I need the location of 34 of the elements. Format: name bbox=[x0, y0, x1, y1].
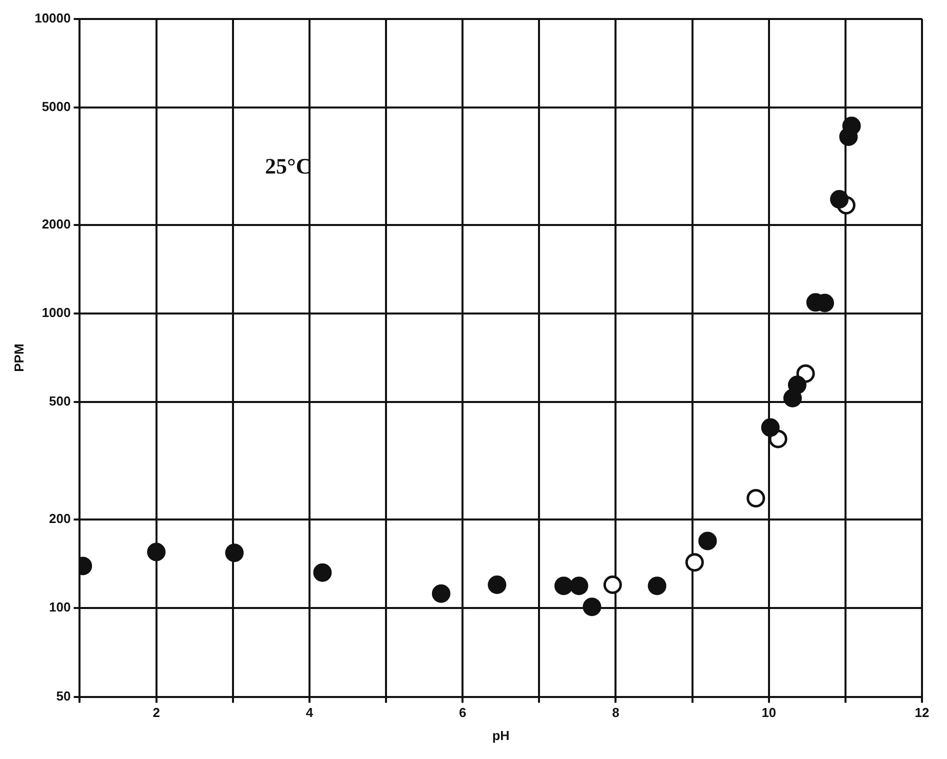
point bbox=[432, 584, 450, 603]
point bbox=[225, 544, 244, 562]
point bbox=[147, 542, 166, 562]
y-tick-label: 100 bbox=[49, 600, 71, 615]
x-tick-label: 8 bbox=[612, 705, 620, 720]
point bbox=[746, 488, 766, 508]
point bbox=[570, 576, 588, 596]
point bbox=[554, 576, 573, 596]
x-tick-label: 12 bbox=[914, 705, 930, 720]
x-axis-title: pH bbox=[492, 728, 510, 743]
point bbox=[488, 576, 506, 594]
y-tick-label: 5000 bbox=[42, 99, 71, 114]
point bbox=[788, 376, 806, 394]
point bbox=[313, 563, 332, 582]
point bbox=[698, 532, 717, 550]
point bbox=[761, 418, 780, 437]
annotation: 25°C bbox=[265, 154, 312, 179]
x-tick-label: 10 bbox=[762, 705, 776, 720]
x-tick-label: 2 bbox=[152, 705, 160, 720]
y-axis-title: PPM bbox=[11, 344, 26, 372]
point bbox=[685, 553, 704, 572]
y-tick-label: 200 bbox=[49, 510, 71, 526]
point bbox=[648, 576, 666, 596]
x-tick-label: 4 bbox=[306, 705, 314, 720]
x-tick-label: 6 bbox=[458, 705, 466, 720]
y-tick-label: 10000 bbox=[34, 10, 71, 26]
y-tick-label: 2000 bbox=[42, 216, 71, 232]
y-tick-label: 500 bbox=[49, 394, 71, 409]
point bbox=[842, 116, 861, 136]
point bbox=[582, 598, 602, 616]
point bbox=[603, 576, 622, 594]
y-tick-label: 50 bbox=[56, 688, 71, 704]
point bbox=[830, 190, 849, 209]
y-tick-label: 1000 bbox=[42, 305, 71, 320]
